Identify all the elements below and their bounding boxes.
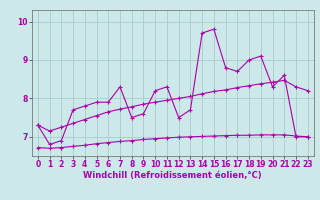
X-axis label: Windchill (Refroidissement éolien,°C): Windchill (Refroidissement éolien,°C) [84,171,262,180]
